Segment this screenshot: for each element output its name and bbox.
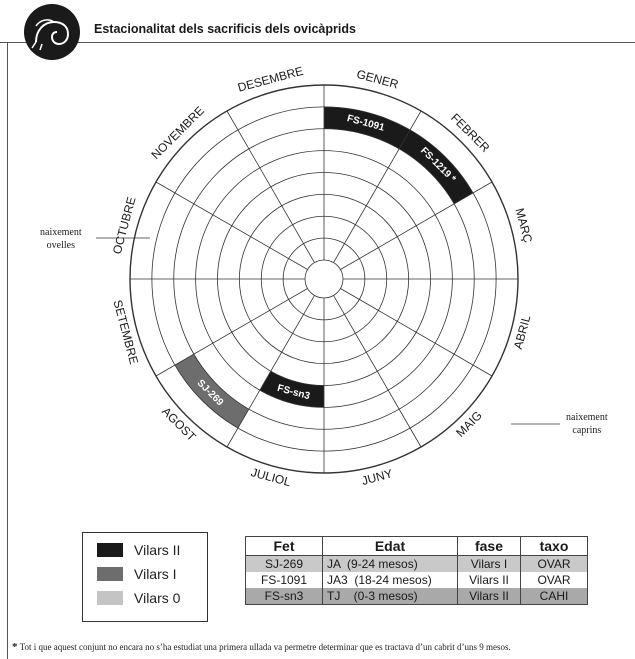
spoke-5 xyxy=(333,295,422,448)
legend-swatch xyxy=(97,543,123,557)
legend-item-vilars-0: Vilars 0 xyxy=(97,590,180,606)
cell-fase: Vilars I xyxy=(457,555,521,572)
segment-fs-sn3 xyxy=(259,371,324,408)
legend-swatch xyxy=(97,567,123,581)
legend-swatch xyxy=(97,591,123,605)
frame-top-line xyxy=(0,42,635,43)
table-row: FS-sn3 TJ (0-3 mesos) Vilars II CAHI xyxy=(245,588,588,605)
ring-8 xyxy=(304,259,344,299)
month-label-setembre: SETEMBRE xyxy=(111,298,142,365)
cell-fase: Vilars II xyxy=(457,588,521,605)
cell-edat: JA (9-24 mesos) xyxy=(322,555,458,572)
ram-logo-icon xyxy=(24,4,80,60)
segment-fs-1219 xyxy=(399,129,474,204)
table-header-row: Fet Edat fase taxo xyxy=(245,536,588,556)
footnote-text: Tot i que aquest conjunt no encara no s’… xyxy=(19,642,511,652)
page-title: Estacionalitat dels sacrificis dels ovic… xyxy=(94,22,356,36)
samples-table: Fet Edat fase taxo SJ-269 JA (9-24 mesos… xyxy=(245,536,588,605)
cell-fase: Vilars II xyxy=(457,572,521,588)
cell-taxo: OVAR xyxy=(520,572,588,588)
cell-edat: JA3 (18-24 mesos) xyxy=(322,572,458,588)
segment-fs-1091 xyxy=(324,106,411,149)
note-ovelles: naixement ovelles xyxy=(40,226,82,252)
month-label-octubre: OCTUBRE xyxy=(110,195,139,255)
month-label-gener: GENER xyxy=(355,67,400,92)
month-label-agost: AGOST xyxy=(159,404,199,444)
spoke-10 xyxy=(155,181,308,270)
note-ovelles-line1: naixement xyxy=(40,227,82,238)
table-row: SJ-269 JA (9-24 mesos) Vilars I OVAR xyxy=(245,555,588,572)
legend-label: Vilars 0 xyxy=(134,590,181,606)
cell-edat: TJ (0-3 mesos) xyxy=(322,588,458,605)
header-taxo: taxo xyxy=(520,536,588,556)
month-label-novembre: NOVEMBRE xyxy=(149,104,207,162)
month-label-desembre: DESEMBRE xyxy=(236,64,305,95)
note-ovelles-line2: ovelles xyxy=(46,240,75,251)
spoke-4 xyxy=(340,288,493,377)
note-caprins-line2: caprins xyxy=(572,425,602,436)
spoke-8 xyxy=(155,288,308,377)
legend-label: Vilars II xyxy=(134,542,181,558)
cell-fet: FS-sn3 xyxy=(245,588,323,605)
month-label-febrer: FEBRER xyxy=(448,111,493,156)
seasonality-wheel: GENERFEBRERMARÇABRILMAIGJUNYJULIOLAGOSTS… xyxy=(96,64,560,489)
frame-left-line xyxy=(7,42,8,659)
spoke-7 xyxy=(226,295,315,448)
legend: Vilars II Vilars I Vilars 0 xyxy=(82,532,208,622)
cell-taxo: CAHI xyxy=(520,588,588,605)
header-fase: fase xyxy=(457,536,521,556)
note-caprins: naixement caprins xyxy=(566,411,608,437)
cell-fet: FS-1091 xyxy=(245,572,323,588)
legend-item-vilars-ii: Vilars II xyxy=(97,542,180,558)
cell-taxo: OVAR xyxy=(520,555,588,572)
month-label-juny: JUNY xyxy=(360,466,394,488)
month-label-maig: MAIG xyxy=(453,408,485,440)
spoke-1 xyxy=(333,110,422,263)
segment-sj-269 xyxy=(174,354,249,429)
spoke-11 xyxy=(226,110,315,263)
header-fet: Fet xyxy=(245,536,323,556)
cell-fet: SJ-269 xyxy=(245,555,323,572)
month-label-març: MARÇ xyxy=(512,207,535,245)
note-caprins-line1: naixement xyxy=(566,412,608,423)
legend-item-vilars-i: Vilars I xyxy=(97,566,177,582)
footnote: * Tot i que aquest conjunt no encara no … xyxy=(12,641,511,653)
legend-label: Vilars I xyxy=(134,566,177,582)
footnote-mark: * xyxy=(12,641,18,653)
spoke-2 xyxy=(340,181,493,270)
header-edat: Edat xyxy=(322,536,458,556)
table-row: FS-1091 JA3 (18-24 mesos) Vilars II OVAR xyxy=(245,572,588,588)
